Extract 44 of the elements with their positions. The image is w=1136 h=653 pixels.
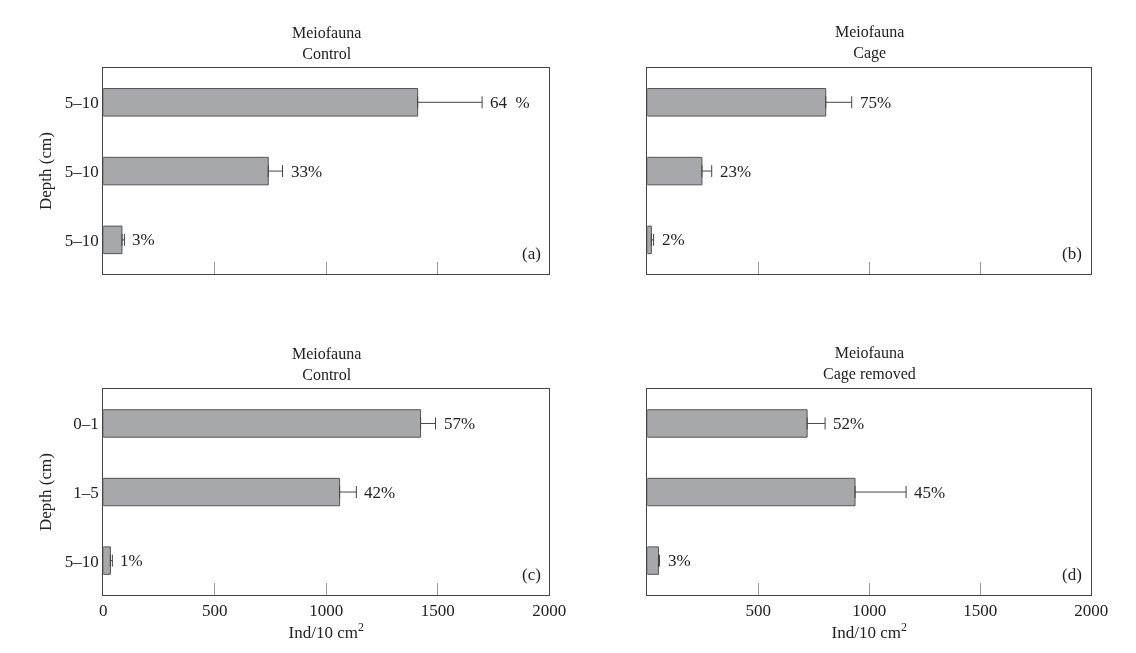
annotation: 3% [668,551,691,570]
x-tick-label: 500 [201,601,228,621]
annotation: 64 % [490,93,530,112]
x-tick-label: 1500 [963,601,998,621]
annotation: 57% [444,414,476,433]
annotation: 52% [833,414,865,433]
chart-title: Meiofauna Cage removed [823,344,916,383]
annotation: 45% [914,483,946,502]
bar [647,409,808,438]
x-tick-label: 2000 [1074,601,1109,621]
bar [647,546,659,575]
annotation: (a) [522,244,541,263]
bar [103,477,341,507]
annotation: 23% [720,162,752,181]
y-tick-label: 5–10 [64,230,99,250]
annotation: 3% [132,230,155,249]
annotation: 75% [860,93,892,112]
x-tick-label: 1000 [309,601,344,621]
x-tick-label: 0 [98,601,108,621]
x-axis-title: Ind/10 cm$^{2}$ [831,620,907,643]
y-axis-title: Depth (cm) [36,132,56,211]
x-axis-title: Ind/10 cm$^{2}$ [288,620,364,643]
annotation: (d) [1062,565,1082,584]
annotation: 2% [662,230,685,249]
x-tick-label: 500 [745,601,772,621]
x-tick-label: 2000 [532,601,567,621]
annotation: (c) [522,565,541,584]
y-tick-label: 1–5 [73,482,99,502]
y-tick-label: 5–10 [64,551,99,571]
bar [647,477,856,507]
chart-title: Meiofauna Control [292,24,362,62]
y-tick-label: 5–10 [64,93,99,113]
annotation: 42% [364,483,396,502]
annotation: 33% [291,162,323,181]
y-axis-title: Depth (cm) [36,453,56,531]
chart-title: Meiofauna Cage [835,23,905,62]
y-tick-label: 5–10 [64,162,99,182]
annotation: 1% [120,551,143,570]
x-tick-label: 1500 [420,601,455,621]
chart-title: Meiofauna Control [292,345,362,383]
y-tick-label: 0–1 [73,414,99,434]
bar [103,409,422,438]
x-tick-label: 1000 [852,601,887,621]
annotation: (b) [1062,244,1082,263]
